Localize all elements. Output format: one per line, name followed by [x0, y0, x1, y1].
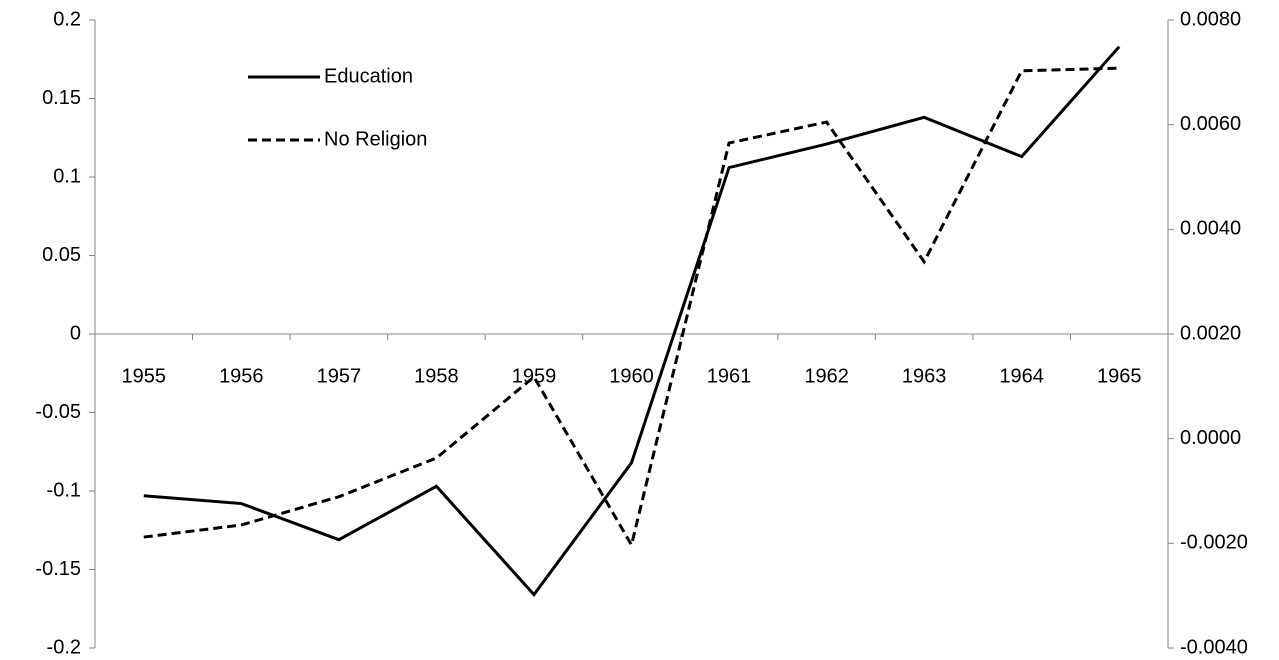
x-tick-label: 1958: [414, 365, 459, 387]
x-tick-label: 1957: [317, 365, 362, 387]
x-tick-label: 1955: [122, 365, 167, 387]
x-tick-label: 1961: [707, 365, 752, 387]
legend-label: Education: [324, 65, 413, 87]
y-tick-label: -0.05: [35, 401, 81, 423]
y2-tick-label: 0.0080: [1180, 8, 1241, 30]
data-line: [143, 45, 1121, 597]
x-tick-label: 1962: [804, 365, 849, 387]
y2-tick-label: -0.0020: [1180, 532, 1248, 554]
y-tick-label: -0.2: [47, 636, 81, 658]
x-tick-label: 1956: [219, 365, 264, 387]
y-tick-label: 0.2: [53, 8, 81, 30]
x-tick-label: 1965: [1097, 365, 1142, 387]
y-tick-label: -0.1: [47, 479, 81, 501]
y2-tick-label: 0.0020: [1180, 322, 1241, 344]
y-tick-label: 0.05: [42, 244, 81, 266]
x-tick-label: 1964: [999, 365, 1044, 387]
x-tick-label: 1963: [902, 365, 947, 387]
y2-tick-label: 0.0040: [1180, 218, 1241, 240]
y-tick-label: 0.15: [42, 87, 81, 109]
y-tick-label: -0.15: [35, 558, 81, 580]
x-tick-label: 1959: [512, 365, 557, 387]
y2-tick-label: 0.0000: [1180, 427, 1241, 449]
y-tick-label: 0: [70, 322, 81, 344]
y2-tick-label: -0.0040: [1180, 636, 1248, 658]
legend-label: No Religion: [324, 128, 427, 150]
y-tick-label: 0.1: [53, 165, 81, 187]
y2-tick-label: 0.0060: [1180, 113, 1241, 135]
x-tick-label: 1960: [609, 365, 654, 387]
